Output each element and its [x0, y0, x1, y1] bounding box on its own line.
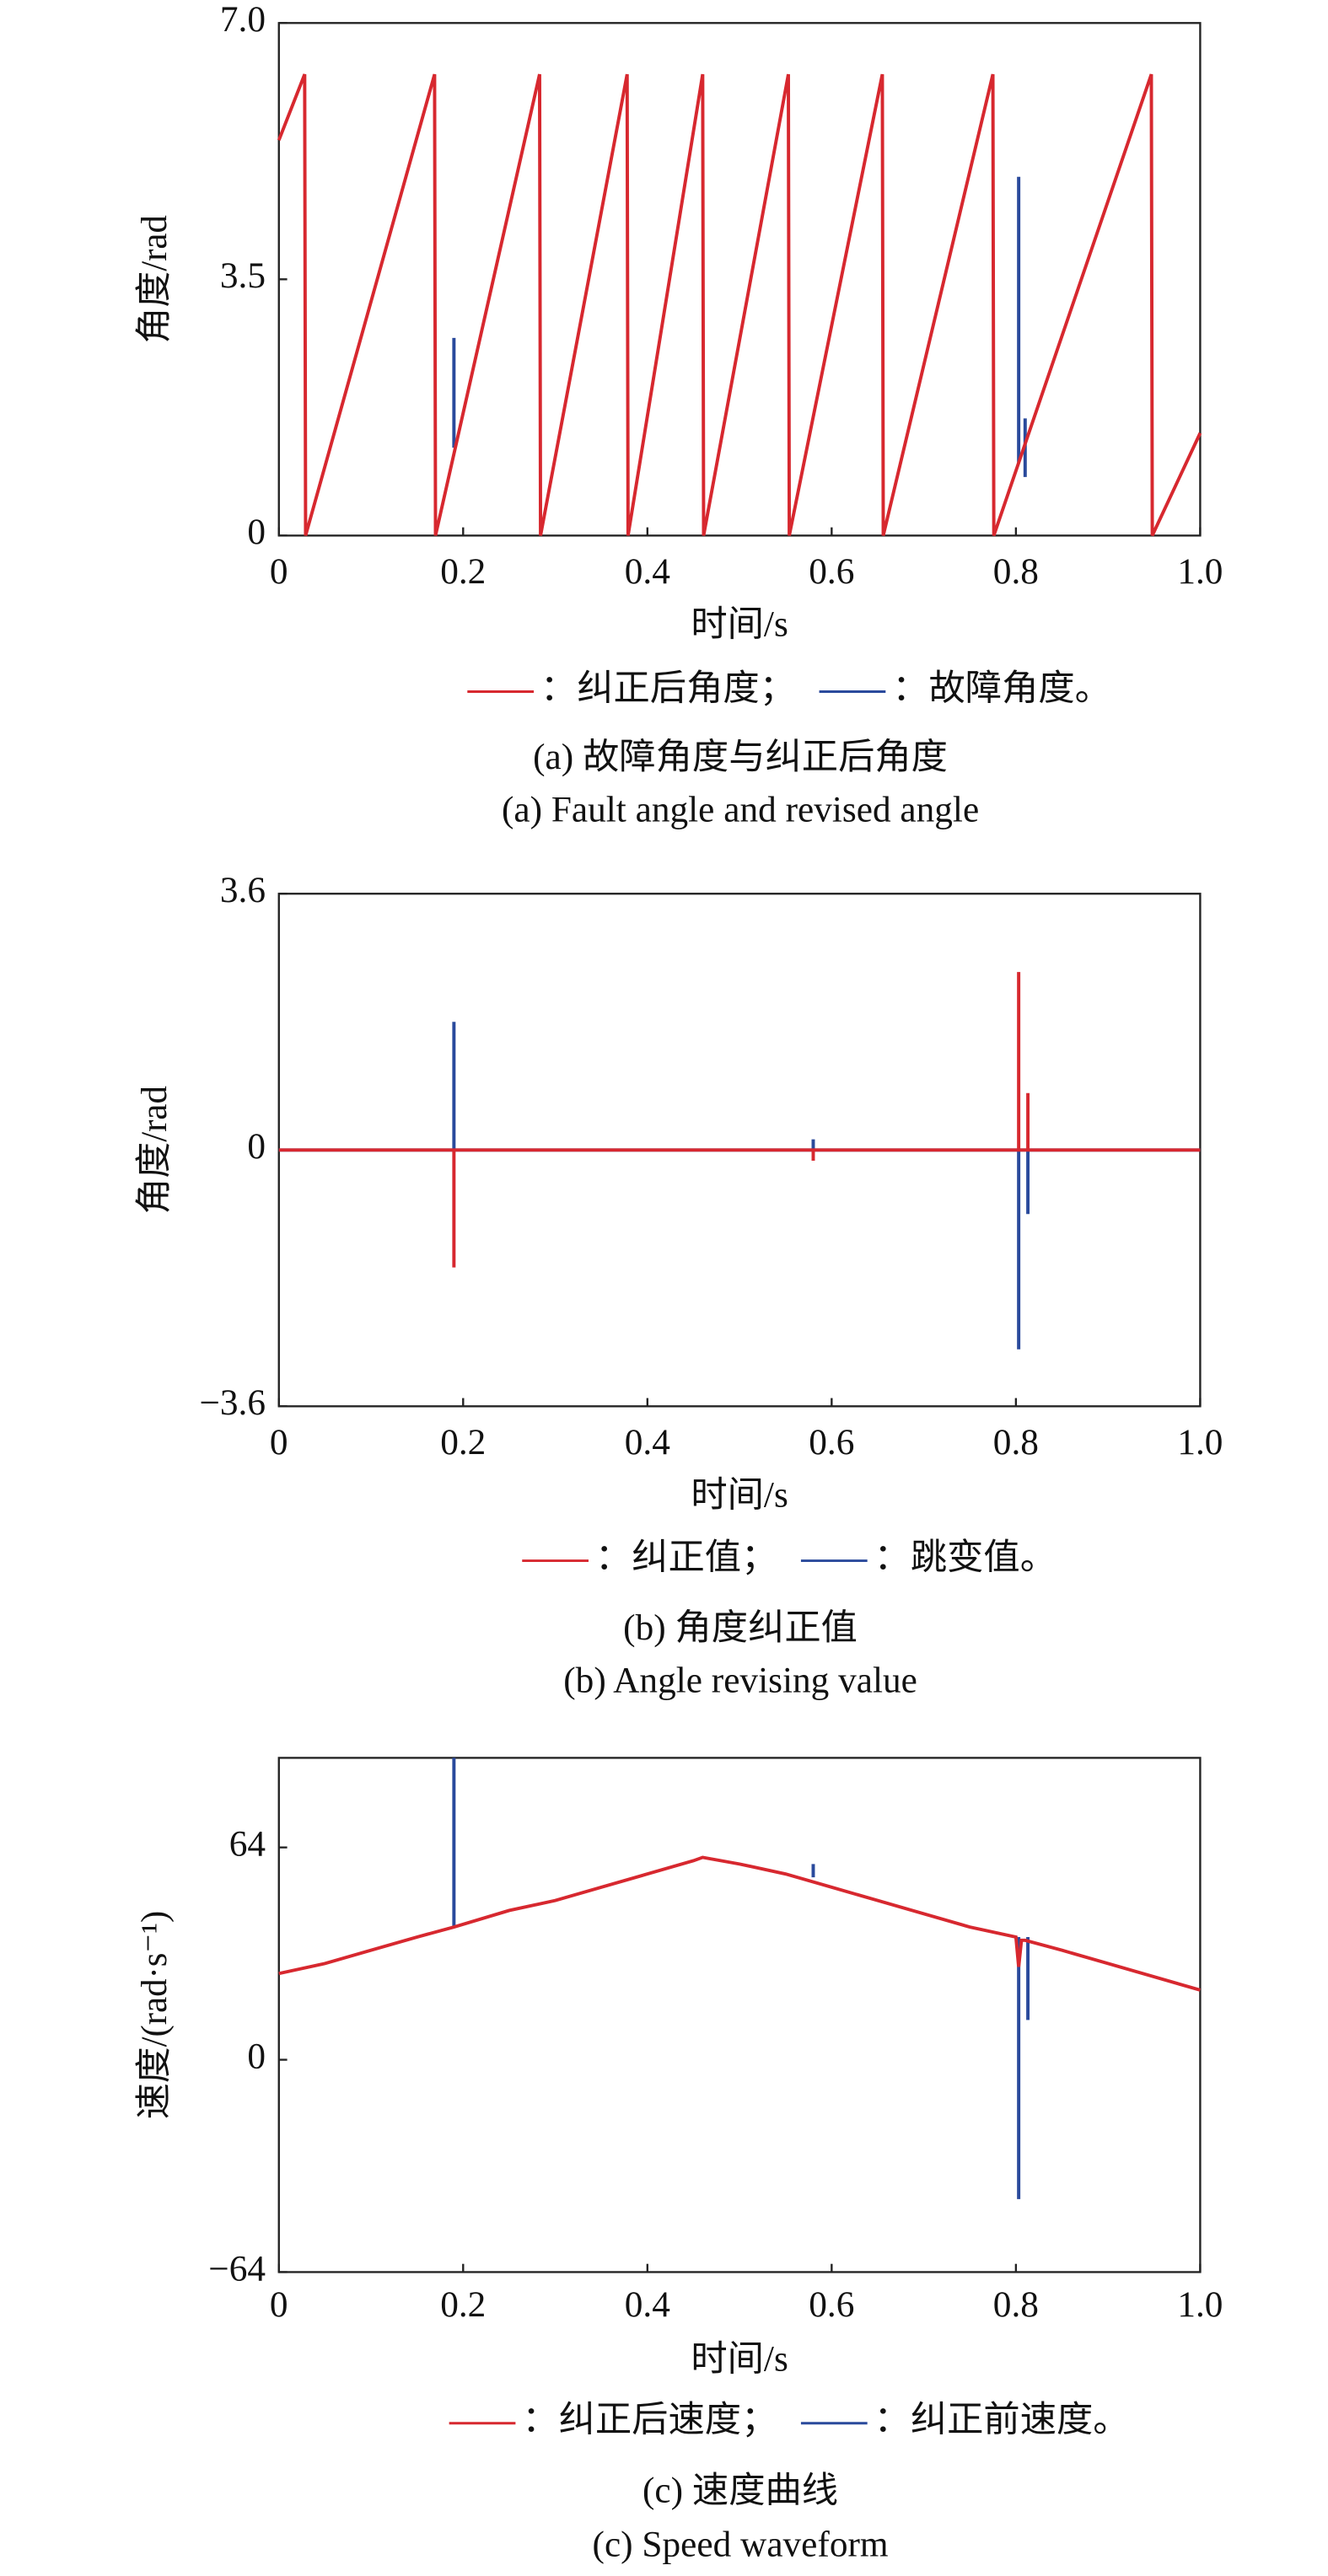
- caption-en: (c) Speed waveform: [593, 2525, 889, 2565]
- x-tick-label: 0: [270, 2285, 288, 2325]
- x-tick-label: 1.0: [1177, 1423, 1223, 1462]
- data-line: [278, 1022, 1201, 1350]
- y-tick-label: −3.6: [199, 1383, 266, 1423]
- y-tick-label: 7.0: [220, 0, 266, 40]
- data-line: [278, 972, 1201, 1268]
- legend-label: ：纠正后角度；: [540, 669, 796, 709]
- plot-frame: [277, 1757, 1202, 2273]
- x-tick-label: 0.4: [625, 1423, 670, 1462]
- data-line: [278, 1855, 1201, 1992]
- legend-label: ：跳变值。: [874, 1538, 1056, 1578]
- x-tick-label: 0.2: [440, 552, 486, 592]
- x-tick-label: 1.0: [1177, 2285, 1223, 2325]
- x-tick-label: 0: [270, 1423, 288, 1462]
- y-axis-label: 角度/rad: [135, 1086, 175, 1215]
- legend-label: ：故障角度。: [892, 669, 1111, 709]
- x-tick-label: 0.8: [993, 552, 1039, 592]
- x-tick-label: 0.6: [809, 1423, 854, 1462]
- x-tick-label: 0: [270, 552, 288, 592]
- x-tick-label: 0.4: [625, 552, 670, 592]
- x-tick-label: 0.6: [809, 552, 854, 592]
- x-tick-label: 0.8: [993, 1423, 1039, 1462]
- caption-en: (a) Fault angle and revised angle: [502, 791, 979, 830]
- data-line: [277, 73, 1202, 537]
- x-tick-label: 0.8: [993, 2285, 1039, 2325]
- y-axis-label: 角度/rad: [135, 215, 175, 344]
- y-tick-label: 3.5: [220, 256, 266, 296]
- x-tick-label: 0.6: [809, 2285, 854, 2325]
- x-axis-label: 时间/s: [691, 2340, 788, 2380]
- x-axis-label: 时间/s: [691, 605, 788, 645]
- caption-en: (b) Angle revising value: [563, 1661, 917, 1701]
- plot-frame: [277, 22, 1202, 537]
- x-tick-label: 0.2: [440, 2285, 486, 2325]
- y-axis-label: 速度/(rad·s⁻¹): [135, 1911, 175, 2119]
- legend-label: ：纠正值；: [595, 1538, 777, 1578]
- y-tick-label: 3.6: [220, 871, 266, 910]
- caption-cn: (c) 速度曲线: [642, 2471, 838, 2511]
- x-axis-label: 时间/s: [691, 1475, 788, 1515]
- y-tick-label: 64: [229, 1825, 266, 1865]
- y-tick-label: 0: [247, 513, 266, 552]
- legend-label: ：纠正前速度。: [874, 2401, 1130, 2440]
- y-tick-label: 0: [247, 1127, 266, 1167]
- x-tick-label: 0.2: [440, 1423, 486, 1462]
- y-tick-label: −64: [208, 2249, 266, 2289]
- legend-label: ：纠正后速度；: [522, 2401, 777, 2440]
- data-line: [452, 1758, 1030, 2199]
- x-tick-label: 1.0: [1177, 552, 1223, 592]
- caption-cn: (a) 故障角度与纠正后角度: [533, 738, 948, 777]
- y-tick-label: 0: [247, 2037, 266, 2077]
- caption-cn: (b) 角度纠正值: [623, 1608, 858, 1648]
- x-tick-label: 0.4: [625, 2285, 670, 2325]
